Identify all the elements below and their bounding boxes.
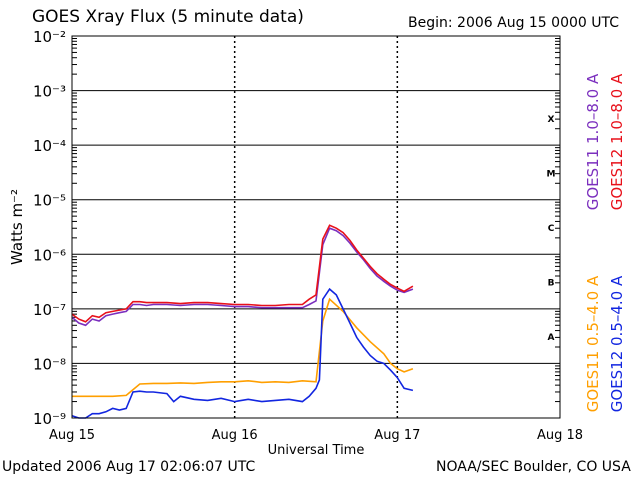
chart-title: GOES Xray Flux (5 minute data) [32,7,304,27]
legend-entry: GOES11 0.5–4.0 A [584,275,602,412]
begin-time: Begin: 2006 Aug 15 0000 UTC [408,15,619,31]
plot-frame [71,35,561,419]
series-line [71,287,414,419]
legend-entry: GOES12 0.5–4.0 A [608,275,626,412]
updated-text: Updated 2006 Aug 17 02:06:07 UTC [2,459,256,475]
x-axis-label: Universal Time [268,443,365,458]
legend-entry: GOES11 1.0–8.0 A [584,73,602,210]
flare-class-label: A [548,333,555,343]
axis-ticks [72,37,560,403]
flare-class-label: M [547,169,556,179]
legend-entry: GOES12 1.0–8.0 A [608,73,626,210]
axis-labels: 10⁻⁹ 10⁻⁸ 10⁻⁷ 10⁻⁶ 10⁻⁵ 10⁻⁴ 10⁻³ 10⁻² Aug 15 Au… [8,28,626,458]
series-lines [71,224,414,419]
y-tick-label: 10⁻⁸ [33,355,66,373]
y-tick-label: 10⁻⁵ [33,192,66,210]
flare-class-label: X [548,115,555,125]
x-tick-label: Aug 16 [212,428,258,443]
x-tick-label: Aug 17 [374,428,420,443]
flare-class-label: B [548,279,555,289]
series-line [72,297,414,398]
series-line [71,227,414,327]
y-axis-label: Watts m⁻² [8,189,26,265]
x-tick-label: Aug 15 [49,428,95,443]
y-tick-label: 10⁻⁷ [33,301,66,319]
y-tick-label: 10⁻⁴ [33,137,66,155]
grid-lines [72,36,560,418]
series-line [71,224,414,323]
y-tick-label: 10⁻⁹ [33,410,66,428]
y-tick-label: 10⁻² [33,28,66,46]
x-tick-label: Aug 18 [537,428,583,443]
y-tick-label: 10⁻⁶ [33,246,66,264]
credit-text: NOAA/SEC Boulder, CO USA [436,459,631,475]
y-tick-label: 10⁻³ [33,83,66,101]
flare-class-label: C [548,224,555,234]
